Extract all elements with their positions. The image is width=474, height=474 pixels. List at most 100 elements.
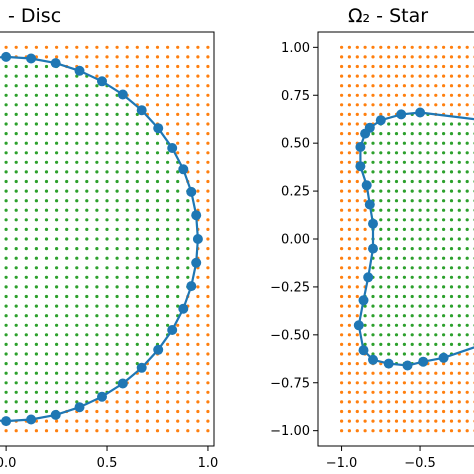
inside-grid-point: [135, 352, 139, 356]
outside-grid-point: [196, 160, 200, 164]
outside-grid-point: [371, 381, 375, 385]
inside-grid-point: [426, 352, 430, 356]
outside-grid-point: [355, 362, 359, 366]
inside-grid-point: [135, 151, 139, 155]
inside-grid-point: [4, 170, 8, 174]
inside-grid-point: [65, 323, 69, 327]
outside-grid-point: [387, 400, 391, 404]
outside-grid-point: [166, 381, 170, 385]
outside-grid-point: [196, 141, 200, 145]
outside-grid-point: [95, 429, 99, 433]
inside-grid-point: [418, 285, 422, 289]
outside-grid-point: [340, 189, 344, 193]
outside-grid-point: [410, 103, 414, 107]
outside-grid-point: [426, 419, 430, 423]
inside-grid-point: [4, 342, 8, 346]
outside-grid-point: [355, 256, 359, 260]
outside-grid-point: [145, 390, 149, 394]
inside-grid-point: [418, 323, 422, 327]
inside-grid-point: [442, 122, 446, 126]
inside-grid-point: [44, 218, 49, 222]
outside-grid-point: [387, 93, 391, 97]
outside-grid-point: [125, 64, 129, 69]
inside-grid-point: [85, 132, 89, 136]
inside-grid-point: [125, 342, 129, 346]
inside-grid-point: [371, 170, 375, 174]
outside-grid-point: [166, 390, 170, 394]
outside-grid-point: [186, 151, 190, 155]
inside-grid-point: [125, 199, 129, 203]
axes-frame: [0, 31, 215, 447]
outside-grid-point: [457, 84, 461, 88]
boundary-point: [97, 76, 107, 87]
outside-grid-point: [434, 74, 438, 78]
inside-grid-point: [95, 362, 99, 366]
inside-grid-point: [14, 218, 18, 222]
inside-grid-point: [24, 64, 28, 69]
outside-grid-point: [457, 371, 461, 375]
inside-grid-point: [394, 141, 399, 145]
outside-grid-point: [176, 352, 180, 356]
inside-grid-point: [115, 352, 119, 356]
inside-grid-point: [65, 390, 69, 394]
inside-grid-point: [465, 275, 469, 279]
outside-grid-point: [394, 93, 399, 97]
inside-grid-point: [371, 314, 375, 318]
inside-grid-point: [85, 160, 89, 164]
inside-grid-point: [14, 247, 18, 251]
inside-grid-point: [4, 323, 8, 327]
inside-grid-point: [115, 304, 119, 308]
inside-grid-point: [135, 275, 139, 279]
inside-grid-point: [4, 84, 8, 88]
outside-grid-point: [186, 45, 190, 49]
outside-grid-point: [449, 381, 454, 385]
inside-grid-point: [85, 266, 89, 270]
outside-grid-point: [206, 122, 210, 126]
inside-grid-point: [145, 122, 149, 126]
inside-grid-point: [44, 103, 49, 107]
boundary-point: [368, 354, 378, 365]
inside-grid-point: [125, 362, 129, 366]
outside-grid-point: [434, 84, 438, 88]
inside-grid-point: [55, 141, 59, 145]
inside-grid-point: [75, 304, 79, 308]
inside-grid-point: [115, 333, 119, 337]
inside-grid-point: [34, 275, 39, 279]
inside-grid-point: [34, 400, 39, 404]
outside-grid-point: [442, 45, 446, 49]
outside-grid-point: [196, 419, 200, 423]
outside-grid-point: [166, 409, 170, 414]
outside-grid-point: [196, 64, 200, 69]
inside-grid-point: [4, 208, 8, 212]
inside-grid-point: [14, 352, 18, 356]
inside-grid-point: [394, 247, 399, 251]
outside-grid-point: [166, 419, 170, 423]
boundary-point: [178, 164, 189, 175]
inside-grid-point: [442, 227, 446, 231]
outside-grid-point: [347, 141, 351, 145]
outside-grid-point: [402, 429, 406, 433]
inside-grid-point: [176, 199, 180, 203]
outside-grid-point: [176, 390, 180, 394]
inside-grid-point: [125, 237, 129, 241]
outside-grid-point: [347, 132, 351, 136]
outside-grid-point: [115, 55, 119, 59]
inside-grid-point: [418, 141, 422, 145]
outside-grid-point: [155, 419, 160, 423]
inside-grid-point: [442, 237, 446, 241]
inside-grid-point: [442, 132, 446, 136]
inside-grid-point: [442, 323, 446, 327]
outside-grid-point: [379, 381, 383, 385]
outside-grid-point: [196, 390, 200, 394]
inside-grid-point: [155, 179, 160, 184]
inside-grid-point: [34, 256, 39, 260]
inside-grid-point: [14, 400, 18, 404]
inside-grid-point: [85, 208, 89, 212]
inside-grid-point: [449, 189, 454, 193]
outside-grid-point: [176, 429, 180, 433]
inside-grid-point: [125, 314, 129, 318]
inside-grid-point: [115, 227, 119, 231]
inside-grid-point: [115, 362, 119, 366]
inside-grid-point: [34, 285, 39, 289]
outside-grid-point: [363, 103, 367, 107]
